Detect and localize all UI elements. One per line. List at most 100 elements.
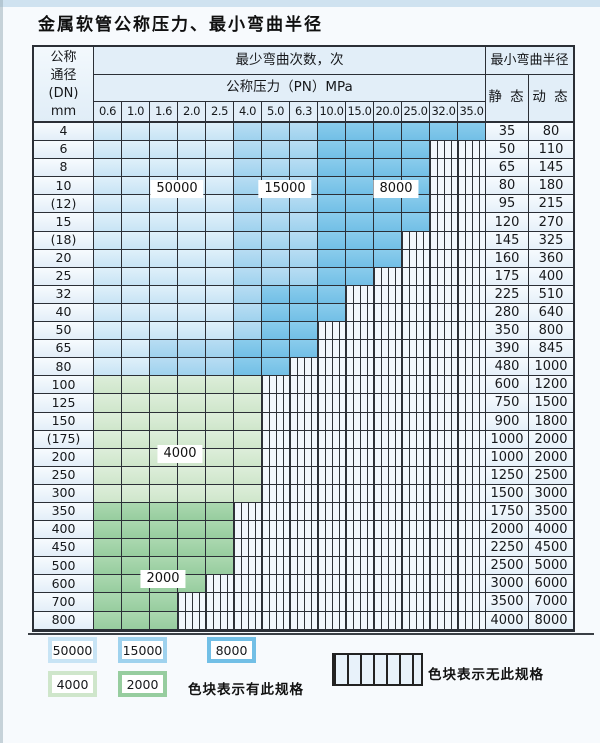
availability-cell [318, 593, 346, 612]
availability-cell [206, 593, 234, 612]
dynamic-radius-value: 1500 [529, 394, 573, 413]
availability-cell [318, 340, 346, 359]
static-radius-value: 3000 [486, 575, 529, 594]
availability-cell [290, 249, 318, 268]
dn-label: 350 [34, 502, 94, 522]
availability-cell [290, 521, 318, 540]
dn-corner-line: 通径 [50, 67, 77, 83]
availability-cell [290, 358, 318, 377]
availability-cell [234, 484, 262, 503]
availability-cell [122, 231, 150, 250]
availability-cell [374, 394, 402, 413]
dn-label: 150 [34, 412, 94, 431]
dn-label: 700 [34, 593, 94, 612]
legend-swatch-4000: 4000 [48, 671, 97, 697]
pressure-col-header: 32.0 [430, 102, 458, 123]
availability-cell [430, 376, 458, 395]
availability-cell [402, 141, 430, 160]
availability-cell [206, 123, 234, 142]
availability-cell [234, 267, 262, 286]
availability-cell [430, 249, 458, 268]
availability-cell [178, 195, 206, 214]
availability-cell [430, 322, 458, 341]
availability-cell [122, 267, 150, 286]
cycles-header: 最少弯曲次数，次 [94, 47, 486, 75]
availability-cell [150, 303, 178, 323]
dynamic-radius-value: 800 [529, 322, 573, 341]
dn-label: 4 [34, 123, 94, 142]
availability-cell [122, 340, 150, 359]
availability-cell [374, 484, 402, 503]
availability-cell [290, 322, 318, 341]
availability-cell [122, 358, 150, 377]
availability-cell [402, 502, 430, 522]
availability-cell [206, 141, 234, 160]
availability-cell [374, 502, 402, 522]
availability-cell [206, 285, 234, 304]
availability-cell [206, 376, 234, 395]
availability-cell [290, 123, 318, 142]
availability-cell [150, 466, 178, 485]
availability-cell [318, 322, 346, 341]
availability-cell [430, 593, 458, 612]
legend-swatch-value: 4000 [52, 675, 93, 693]
pressure-col-header: 5.0 [262, 102, 290, 123]
availability-cell [262, 195, 290, 214]
availability-cell [122, 430, 150, 449]
availability-cell [374, 195, 402, 214]
dn-corner-line: (DN) [48, 85, 79, 101]
availability-cell [402, 358, 430, 377]
dynamic-radius-value: 2000 [529, 430, 573, 449]
availability-cell [290, 213, 318, 232]
dynamic-radius-value: 215 [529, 195, 573, 214]
availability-cell [122, 611, 150, 630]
availability-cell [94, 593, 122, 612]
availability-cell [374, 159, 402, 178]
availability-cell [374, 575, 402, 594]
availability-cell [374, 412, 402, 431]
availability-cell [430, 195, 458, 214]
availability-cell [290, 376, 318, 395]
availability-cell [290, 557, 318, 576]
dn-label: 10 [34, 177, 94, 196]
pressure-col-header: 20.0 [374, 102, 402, 123]
availability-cell [346, 521, 374, 540]
availability-cell [290, 593, 318, 612]
availability-cell [206, 611, 234, 630]
availability-cell [94, 195, 122, 214]
static-header: 静 态 [486, 75, 529, 123]
static-radius-value: 3500 [486, 593, 529, 612]
static-radius-value: 175 [486, 267, 529, 286]
availability-cell [94, 231, 122, 250]
availability-cell [262, 611, 290, 630]
availability-cell [262, 575, 290, 594]
availability-cell [402, 249, 430, 268]
availability-cell [346, 213, 374, 232]
pressure-header: 公称压力（PN）MPa [94, 75, 486, 102]
availability-cell [346, 430, 374, 449]
availability-cell [94, 611, 122, 630]
static-radius-value: 65 [486, 159, 529, 178]
availability-cell [346, 412, 374, 431]
availability-cell [374, 539, 402, 558]
availability-cell [402, 611, 430, 630]
availability-cell [94, 484, 122, 503]
legend-has-spec-text: 色块表示有此规格 [188, 682, 304, 698]
availability-cell [458, 303, 486, 323]
availability-cell [234, 611, 262, 630]
availability-cell [458, 159, 486, 178]
availability-cell [150, 376, 178, 395]
radius-header: 最小弯曲半径 [486, 47, 573, 75]
availability-cell [178, 539, 206, 558]
availability-cell [178, 322, 206, 341]
availability-cell [262, 213, 290, 232]
availability-cell [94, 539, 122, 558]
dn-label: 100 [34, 376, 94, 395]
availability-cell [374, 303, 402, 323]
availability-cell [122, 466, 150, 485]
availability-cell [458, 466, 486, 485]
dn-corner-header: 公称 通径 (DN) mm [34, 47, 94, 123]
dn-label: 6 [34, 141, 94, 160]
static-radius-value: 95 [486, 195, 529, 214]
availability-cell [374, 521, 402, 540]
